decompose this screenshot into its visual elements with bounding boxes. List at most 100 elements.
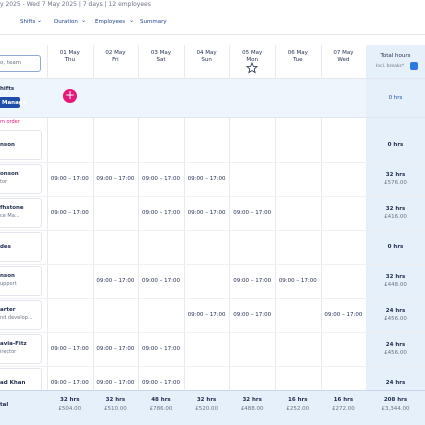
total-column <box>366 45 425 425</box>
employee-cost: £456.00 <box>384 350 407 356</box>
row-line <box>0 230 425 231</box>
shift[interactable]: 09:00 – 17:00 <box>96 176 135 182</box>
search-placeholder: o, team <box>0 60 22 66</box>
header-title: y 2025 - Wed 7 May 2025 | 7 days | 12 em… <box>0 1 151 8</box>
search-box[interactable] <box>0 55 41 72</box>
employee-role: nd develop... <box>0 315 33 321</box>
chevron[interactable]: ⌄ <box>129 17 135 24</box>
chevron[interactable]: ⌄ <box>37 17 43 24</box>
day-name: Thu <box>64 57 75 63</box>
column-line <box>229 45 231 425</box>
shift[interactable]: 09:00 – 17:00 <box>142 278 180 284</box>
employee-name: des <box>0 244 11 250</box>
employee-cost: £576.00 <box>384 180 407 186</box>
employee-name: nson <box>0 142 15 148</box>
day-name: Sun <box>201 57 212 63</box>
shift[interactable]: 09:00 – 17:00 <box>233 210 272 216</box>
day-date: 01 May <box>59 50 80 56</box>
day-total-cost: £488.00 <box>240 406 264 412</box>
tab[interactable]: Summary <box>140 19 167 25</box>
toggle-label: Incl. breaks* <box>376 64 405 69</box>
shift[interactable]: 09:00 – 17:00 <box>50 210 89 216</box>
day-name: Tue <box>293 57 303 63</box>
employee-name: avia-Fitz <box>0 341 27 347</box>
row-line <box>0 162 425 163</box>
day-total-cost: £786.00 <box>149 406 173 412</box>
shift[interactable]: 09:00 – 17:00 <box>142 210 180 216</box>
day-total-hours: 16 hrs <box>288 397 308 403</box>
shift[interactable]: 09:00 – 17:00 <box>187 210 226 216</box>
shift[interactable]: 09:00 – 17:00 <box>187 176 226 182</box>
employee-hours: 24 hrs <box>385 308 406 314</box>
day-total-hours: 32 hrs <box>196 397 217 403</box>
day-date: 02 May <box>105 50 126 56</box>
employee-hours: 32 hrs <box>385 206 406 212</box>
row-line <box>0 264 425 265</box>
employee-hours: 32 hrs <box>385 172 406 178</box>
day-date: 05 May <box>242 50 263 56</box>
total-title: Total hours <box>380 53 411 59</box>
employee-name: nson <box>0 273 15 279</box>
chevron[interactable]: ⌄ <box>81 17 87 24</box>
employee-card <box>0 232 42 262</box>
shift[interactable]: 09:00 – 17:00 <box>324 312 363 318</box>
day-name: Wed <box>337 57 350 63</box>
totals-label: tal <box>0 402 9 408</box>
shift[interactable]: 09:00 – 17:00 <box>233 312 272 318</box>
employee-name: fhstone <box>0 205 24 211</box>
shift[interactable]: 09:00 – 17:00 <box>278 278 317 284</box>
shift[interactable]: 09:00 – 17:00 <box>142 380 180 386</box>
employee-cost: £456.00 <box>384 316 407 322</box>
shift[interactable]: 09:00 – 17:00 <box>96 346 135 352</box>
day-total-cost: £520.00 <box>195 406 218 412</box>
column-line <box>320 45 322 425</box>
day-total-hours: 32 hrs <box>242 397 262 403</box>
tab[interactable]: Employees <box>95 19 126 25</box>
employee-card <box>0 198 42 228</box>
tab[interactable]: Shifts <box>20 19 36 25</box>
column-line <box>138 45 140 425</box>
shift[interactable]: 09:00 – 17:00 <box>50 380 89 386</box>
manage-button[interactable]: Manage <box>0 97 26 108</box>
day-total-cost: £252.00 <box>286 406 310 412</box>
employee-hours: 0 hrs <box>387 142 404 148</box>
employee-role: tor <box>0 179 8 185</box>
tab[interactable]: Duration <box>54 19 78 25</box>
employee-cost: £448.00 <box>384 282 407 288</box>
column-line <box>47 45 48 425</box>
day-name: Sat <box>156 57 166 63</box>
day-total-hours: 16 hrs <box>333 397 354 403</box>
employee-role: ce Ma... <box>0 213 20 219</box>
totals-row <box>0 390 425 425</box>
open-shifts-label: hifts <box>0 86 15 92</box>
open-shifts-hours: 0 hrs <box>388 95 403 101</box>
shift[interactable]: 09:00 – 17:00 <box>142 176 180 182</box>
row-line <box>0 366 425 367</box>
row-line <box>0 332 425 333</box>
add-shift-button[interactable]: + <box>63 88 77 103</box>
shift[interactable]: 09:00 – 17:00 <box>96 380 135 386</box>
grand-total-hours: 208 hrs <box>383 397 408 403</box>
shift[interactable]: 09:00 – 17:00 <box>50 176 89 182</box>
shift[interactable]: 09:00 – 17:00 <box>187 312 226 318</box>
shift[interactable]: 09:00 – 17:00 <box>233 278 272 284</box>
employee-hours: 24 hrs <box>385 342 406 348</box>
day-total-hours: 48 hrs <box>151 397 171 403</box>
star-icon <box>246 62 258 74</box>
divider <box>0 34 425 35</box>
day-date: 06 May <box>287 50 308 56</box>
day-total-hours: 32 hrs <box>60 397 80 403</box>
shift[interactable]: 09:00 – 17:00 <box>96 278 135 284</box>
employee-hours: 0 hrs <box>387 244 404 250</box>
employee-role: upport <box>0 281 17 287</box>
shift[interactable]: 09:00 – 17:00 <box>142 346 180 352</box>
employee-name: ad Khan <box>0 380 26 386</box>
day-date: 04 May <box>196 50 217 56</box>
shift[interactable]: 09:00 – 17:00 <box>50 346 89 352</box>
row-line <box>0 196 425 197</box>
day-total-cost: £510.00 <box>104 406 127 412</box>
column-line <box>92 45 94 425</box>
grand-total-cost: £3,344.00 <box>381 406 410 412</box>
toggle[interactable] <box>410 62 418 70</box>
day-name: Fri <box>112 57 119 63</box>
